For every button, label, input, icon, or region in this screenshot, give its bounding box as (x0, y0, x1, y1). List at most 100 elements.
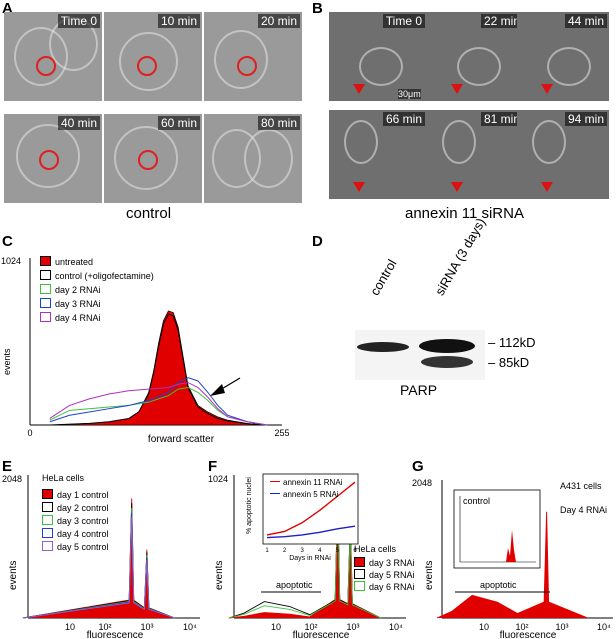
panel-label-d: D (312, 233, 323, 250)
inset-peak (506, 530, 516, 562)
panel-f-inset-chart: % apoptotic nuclei 1 2 3 4 5 6 Days in RNAi (246, 473, 359, 562)
time-label: 66 min (382, 112, 425, 126)
scale-bar-label: 30μm (398, 89, 421, 99)
legend-item: day 3 control (42, 515, 109, 526)
x-tick-label: 10⁴ (597, 622, 611, 632)
time-label: Time 0 (382, 14, 425, 28)
y-tick-label: 1024 (1, 256, 21, 266)
inset-x-axis-label: Days in RNAi (289, 555, 331, 562)
blot-band (357, 342, 409, 352)
micrograph-frame: 81 min (427, 110, 525, 199)
time-label: 20 min (257, 14, 300, 28)
inset-x-tick-label: 2 (283, 548, 287, 554)
x-tick-label: 10 (479, 622, 489, 632)
legend-item: untreated (40, 256, 93, 267)
x-tick-label: 10² (304, 622, 317, 632)
panel-label-c: C (2, 233, 13, 250)
inset-x-tick-label: 5 (336, 548, 340, 554)
legend-item: day 5 control (42, 541, 109, 552)
legend-item: day 6 RNAi (354, 581, 415, 592)
y-tick-label: 1024 (208, 474, 228, 484)
annotation-label: apoptotic (276, 580, 313, 590)
y-tick-label: 2048 (2, 474, 22, 484)
inset-line-annexin-11-RNAi (266, 481, 356, 536)
panel-g-chart: 2048 events apoptotic 10 10² 10³ 10⁴ flu… (412, 478, 613, 639)
x-tick-label: 10³ (555, 622, 568, 632)
series-line-day-4-RNAi (49, 382, 268, 426)
y-axis-label: events (214, 561, 225, 590)
micrograph-frame: 94 min (517, 110, 609, 199)
x-axis-label: fluorescence (293, 630, 350, 639)
panel-e-title: HeLa cells (42, 473, 85, 483)
panel-f-chart: 1024 events apoptotic 10 10² 10³ 10⁴ flu… (208, 474, 406, 639)
inset-label: control (463, 496, 490, 506)
panel-f-title: HeLa cells (354, 544, 397, 554)
x-axis-label: fluorescence (500, 630, 557, 639)
time-label: 44 min (564, 14, 607, 28)
band-marker-112: – 112kD (488, 335, 536, 350)
panel-c-chart: 1024 events 0 255 forward scatter (1, 256, 290, 445)
legend-item: day 2 RNAi (40, 284, 101, 295)
micrograph-frame: 44 min (517, 12, 609, 101)
x-tick-label: 10⁴ (389, 622, 403, 632)
legend-item: day 1 control (42, 489, 109, 500)
inset-x-tick-label: 1 (265, 548, 269, 554)
legend-item: day 3 RNAi (354, 557, 415, 568)
legend-item: day 2 control (42, 502, 109, 513)
panel-label-e: E (2, 458, 13, 475)
western-blot (355, 330, 485, 380)
x-tick-label: 10⁴ (183, 622, 197, 632)
histogram-series (436, 511, 589, 619)
x-tick-label: 10² (515, 622, 528, 632)
legend-item: day 5 RNAi (354, 569, 415, 580)
panel-a-caption: control (126, 205, 172, 222)
micrograph-frame: 22 min (427, 12, 525, 101)
blot-band (421, 356, 473, 368)
x-tick-label: 10³ (346, 622, 359, 632)
inset-frame (453, 489, 541, 569)
inset-y-axis-label: % apoptotic nuclei (246, 477, 253, 534)
series-line-control-oligofectamine- (49, 313, 268, 426)
micrograph-frame: 80 min (204, 114, 302, 203)
series-area-untreated (49, 310, 268, 426)
time-label: Time 0 (57, 14, 100, 28)
blot-lane-label: control (367, 256, 400, 298)
panel-label-b: B (312, 0, 323, 17)
inset-legend-item: annexin 11 RNAi (270, 478, 342, 487)
micrograph-frame: Time 0 (4, 12, 102, 101)
band-marker-85: – 85kD (488, 355, 530, 370)
inset-legend-item: annexin 5 RNAi (270, 490, 339, 499)
panel-b-caption: annexin 11 siRNA (405, 205, 524, 222)
annotation-arrow-head (210, 384, 225, 396)
micrograph-frame: Time 0 30μm (329, 12, 427, 101)
inset-x-tick-label: 6 (353, 548, 357, 554)
micrograph-frame: 20 min (204, 12, 302, 101)
time-label: 81 min (480, 112, 523, 126)
legend-item: day 4 RNAi (40, 312, 101, 323)
inset-x-tick-label: 3 (301, 548, 305, 554)
panel-g-title: A431 cells (560, 481, 602, 491)
time-label: 94 min (564, 112, 607, 126)
time-label: 60 min (157, 116, 200, 130)
time-label: 80 min (257, 116, 300, 130)
x-axis-label: fluorescence (87, 630, 144, 639)
legend-item: day 4 control (42, 528, 109, 539)
micrograph-frame: 40 min (4, 114, 102, 203)
blot-lane-label: siRNA (3 days) (432, 215, 489, 298)
legend-item: day 3 RNAi (40, 298, 101, 309)
time-label: 40 min (57, 116, 100, 130)
panel-label-g: G (412, 458, 424, 475)
panel-label-f: F (208, 458, 218, 475)
x-tick-label: 255 (274, 428, 289, 438)
time-label: 10 min (157, 14, 200, 28)
legend-item: control (+oligofectamine) (40, 270, 154, 281)
micrograph-frame: 60 min (104, 114, 202, 203)
micrograph-frame: 10 min (104, 12, 202, 101)
y-axis-label: events (424, 561, 435, 590)
x-tick-label: 10³ (140, 622, 153, 632)
blot-caption: PARP (400, 382, 438, 398)
y-axis-label: events (8, 561, 19, 590)
panel-g-subtitle: Day 4 RNAi (560, 505, 608, 515)
inset-x-tick-label: 4 (318, 548, 322, 554)
micrograph-frame: 66 min (329, 110, 427, 199)
